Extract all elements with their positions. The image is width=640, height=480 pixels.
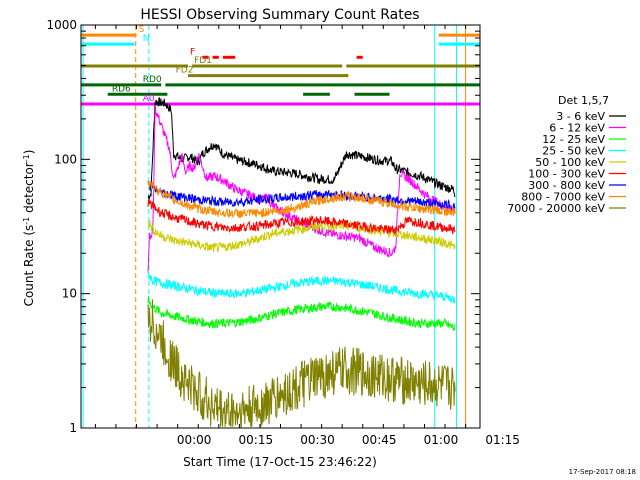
y-tick-label: 100 — [54, 152, 77, 166]
x-tick-label: 00:15 — [239, 433, 274, 447]
status-bar-label-rd0: RD0 — [143, 75, 162, 85]
y-tick-label: 1000 — [46, 18, 77, 32]
y-axis-label: Count Rate (s-1 detector-1) — [22, 150, 36, 307]
status-bar-label-s: S — [139, 25, 145, 35]
x-tick-label: 01:00 — [424, 433, 459, 447]
x-tick-label: 00:00 — [177, 433, 212, 447]
x-tick-label: 00:30 — [300, 433, 335, 447]
status-bar-label-n: N — [143, 34, 150, 44]
legend-entry-label: 6 - 12 keV — [549, 122, 605, 135]
series-line — [147, 198, 456, 236]
series-line — [147, 299, 456, 428]
series-line — [147, 106, 456, 274]
x-tick-label: 00:45 — [362, 433, 397, 447]
series-line — [147, 219, 456, 253]
status-bar-label-f: F — [190, 47, 195, 57]
series-line — [147, 97, 456, 201]
legend-entry-label: 800 - 7000 keV — [521, 191, 605, 204]
legend-title: Det 1,5,7 — [558, 94, 609, 107]
legend-entry-label: 100 - 300 keV — [528, 168, 605, 181]
legend-entry-label: 50 - 100 keV — [535, 156, 605, 169]
legend-entry-label: 3 - 6 keV — [556, 110, 605, 123]
legend-entry-label: 12 - 25 keV — [542, 133, 605, 146]
y-tick-label: 1 — [69, 421, 77, 435]
status-bar-label-a0: A0 — [143, 94, 155, 104]
y-tick-label: 10 — [62, 287, 77, 301]
status-bar-label-fd2: FD2 — [176, 66, 194, 76]
plot-axes: 1 10 100 1000 00:00 00:15 00:30 00:45 01:00 01:15 — [46, 18, 519, 447]
footer-timestamp: 17-Sep-2017 08:18 — [569, 468, 636, 476]
chart-title: HESSI Observing Summary Count Rates — [140, 7, 419, 23]
status-bar-label-rd6: RD6 — [112, 84, 131, 94]
x-tick-label: 01:15 — [485, 433, 520, 447]
series-line — [147, 271, 456, 304]
legend-entry-label: 300 - 800 keV — [528, 179, 605, 192]
legend-entry-label: 7000 - 20000 keV — [507, 202, 605, 215]
legend-entry-label: 25 - 50 keV — [542, 145, 605, 158]
series-line — [147, 295, 456, 332]
series-line — [147, 180, 456, 219]
x-axis-label: Start Time (17-Oct-15 23:46:22) — [183, 455, 377, 469]
status-bar-label-fd1: FD1 — [194, 56, 212, 66]
